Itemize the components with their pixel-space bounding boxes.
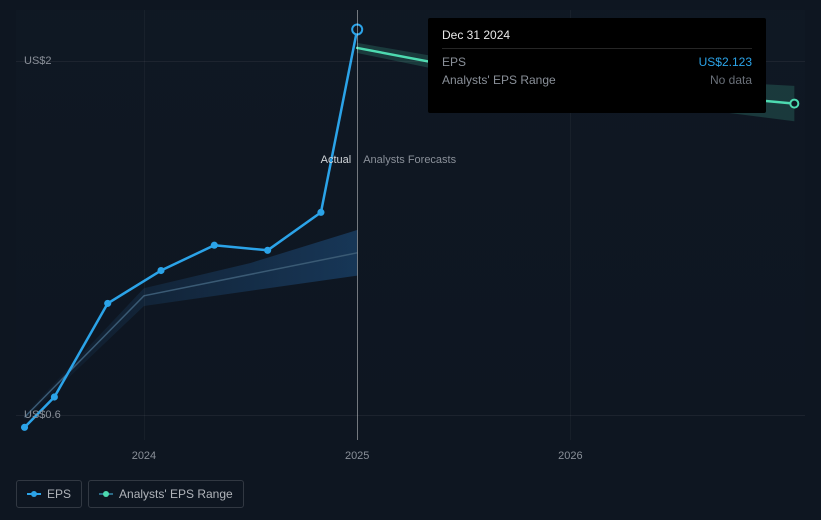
legend-swatch bbox=[99, 490, 113, 498]
chart-legend: EPS Analysts' EPS Range bbox=[16, 480, 244, 508]
tooltip-row: Analysts' EPS Range No data bbox=[442, 71, 752, 89]
x-axis-label: 2026 bbox=[558, 450, 582, 462]
tooltip-title: Dec 31 2024 bbox=[442, 28, 752, 42]
y-gridline bbox=[16, 415, 805, 416]
y-axis-label: US$0.6 bbox=[24, 409, 61, 421]
legend-item-eps_range[interactable]: Analysts' EPS Range bbox=[88, 480, 244, 508]
eps-point[interactable] bbox=[211, 242, 218, 249]
eps-point[interactable] bbox=[264, 247, 271, 254]
tooltip-key: EPS bbox=[442, 53, 466, 71]
epoch-label-actual: Actual bbox=[321, 154, 358, 166]
epoch-label-forecast: Analysts Forecasts bbox=[357, 154, 456, 166]
legend-item-eps[interactable]: EPS bbox=[16, 480, 82, 508]
tooltip-key: Analysts' EPS Range bbox=[442, 71, 556, 89]
x-gridline bbox=[144, 10, 145, 440]
historical-eps-band bbox=[25, 230, 358, 420]
y-axis-label: US$2 bbox=[24, 55, 52, 67]
tooltip-divider bbox=[442, 48, 752, 49]
eps-point[interactable] bbox=[104, 300, 111, 307]
eps-forecast-endpoint[interactable] bbox=[790, 100, 798, 108]
x-axis-label: 2025 bbox=[345, 450, 369, 462]
legend-label: EPS bbox=[47, 487, 71, 501]
tooltip-value: US$2.123 bbox=[699, 53, 752, 71]
x-axis-label: 2024 bbox=[132, 450, 156, 462]
eps-point[interactable] bbox=[21, 424, 28, 431]
legend-label: Analysts' EPS Range bbox=[119, 487, 233, 501]
epoch-line bbox=[357, 10, 358, 440]
chart-tooltip: Dec 31 2024 EPSUS$2.123Analysts' EPS Ran… bbox=[428, 18, 766, 113]
legend-swatch bbox=[27, 490, 41, 498]
eps-point[interactable] bbox=[317, 209, 324, 216]
tooltip-row: EPS US$2.123 bbox=[442, 53, 752, 71]
tooltip-value: No data bbox=[710, 71, 752, 89]
eps-point[interactable] bbox=[51, 393, 58, 400]
eps-point[interactable] bbox=[157, 267, 164, 274]
